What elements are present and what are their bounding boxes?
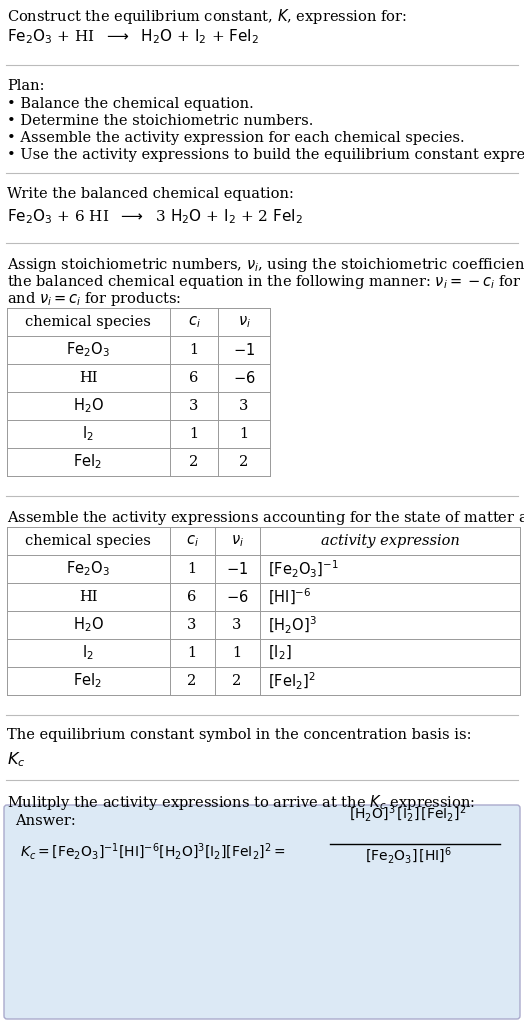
Text: • Assemble the activity expression for each chemical species.: • Assemble the activity expression for e… xyxy=(7,131,465,145)
Text: $[\mathrm{Fe_2O_3}]\,[\mathrm{HI}]^6$: $[\mathrm{Fe_2O_3}]\,[\mathrm{HI}]^6$ xyxy=(365,846,452,867)
Text: $[\mathrm{Fe_2O_3}]^{-1}$: $[\mathrm{Fe_2O_3}]^{-1}$ xyxy=(268,558,339,580)
Text: 2: 2 xyxy=(189,455,199,469)
Text: 2: 2 xyxy=(239,455,248,469)
Text: $K_c$: $K_c$ xyxy=(7,750,26,769)
Text: 1: 1 xyxy=(188,562,196,576)
Text: Plan:: Plan: xyxy=(7,79,45,93)
Text: 1: 1 xyxy=(190,343,199,357)
Text: $\mathrm{Fe_2O_3}$ + 6 HI  $\longrightarrow$  3 $\mathrm{H_2O}$ + $\mathrm{I_2}$: $\mathrm{Fe_2O_3}$ + 6 HI $\longrightarr… xyxy=(7,207,303,226)
Text: • Balance the chemical equation.: • Balance the chemical equation. xyxy=(7,97,254,111)
Text: 3: 3 xyxy=(232,618,242,632)
Text: and $\nu_i = c_i$ for products:: and $\nu_i = c_i$ for products: xyxy=(7,290,181,308)
Text: $c_i$: $c_i$ xyxy=(188,314,200,330)
Text: 3: 3 xyxy=(239,399,249,414)
Text: chemical species: chemical species xyxy=(25,315,151,329)
Text: 6: 6 xyxy=(187,590,196,604)
Text: 2: 2 xyxy=(188,674,196,688)
Text: $K_c = [\mathrm{Fe_2O_3}]^{-1} [\mathrm{HI}]^{-6} [\mathrm{H_2O}]^3 [\mathrm{I_2: $K_c = [\mathrm{Fe_2O_3}]^{-1} [\mathrm{… xyxy=(20,842,286,863)
Text: The equilibrium constant symbol in the concentration basis is:: The equilibrium constant symbol in the c… xyxy=(7,728,472,742)
Text: $[\mathrm{HI}]^{-6}$: $[\mathrm{HI}]^{-6}$ xyxy=(268,587,311,607)
Text: $-1$: $-1$ xyxy=(226,561,248,577)
Text: 1: 1 xyxy=(233,646,242,660)
Text: $\mathrm{Fe_2O_3}$: $\mathrm{Fe_2O_3}$ xyxy=(66,560,110,578)
FancyBboxPatch shape xyxy=(4,805,520,1019)
Text: $c_i$: $c_i$ xyxy=(185,533,199,549)
Text: $\mathrm{H_2O}$: $\mathrm{H_2O}$ xyxy=(72,396,103,416)
Text: $\mathrm{FeI_2}$: $\mathrm{FeI_2}$ xyxy=(73,452,103,472)
Text: Assemble the activity expressions accounting for the state of matter and $\nu_i$: Assemble the activity expressions accoun… xyxy=(7,509,524,527)
Text: HI: HI xyxy=(79,371,97,385)
Text: Answer:: Answer: xyxy=(15,814,76,828)
Text: the balanced chemical equation in the following manner: $\nu_i = -c_i$ for react: the balanced chemical equation in the fo… xyxy=(7,273,524,291)
Text: 1: 1 xyxy=(190,427,199,441)
Text: Assign stoichiometric numbers, $\nu_i$, using the stoichiometric coefficients, $: Assign stoichiometric numbers, $\nu_i$, … xyxy=(7,256,524,274)
Text: chemical species: chemical species xyxy=(25,534,151,548)
Text: $-1$: $-1$ xyxy=(233,342,255,358)
Text: 1: 1 xyxy=(188,646,196,660)
Text: Construct the equilibrium constant, $K$, expression for:: Construct the equilibrium constant, $K$,… xyxy=(7,7,407,26)
Text: $\mathrm{FeI_2}$: $\mathrm{FeI_2}$ xyxy=(73,672,103,690)
Text: $\nu_i$: $\nu_i$ xyxy=(237,314,250,330)
Text: Mulitply the activity expressions to arrive at the $K_c$ expression:: Mulitply the activity expressions to arr… xyxy=(7,793,475,812)
Text: $[\mathrm{H_2O}]^3\,[\mathrm{I_2}]\,[\mathrm{FeI_2}]^2$: $[\mathrm{H_2O}]^3\,[\mathrm{I_2}]\,[\ma… xyxy=(350,804,467,824)
Text: 1: 1 xyxy=(239,427,248,441)
Text: $-6$: $-6$ xyxy=(226,589,248,605)
Text: $\mathrm{H_2O}$: $\mathrm{H_2O}$ xyxy=(72,616,103,634)
Text: $[\mathrm{I_2}]$: $[\mathrm{I_2}]$ xyxy=(268,644,292,663)
Text: $[\mathrm{FeI_2}]^2$: $[\mathrm{FeI_2}]^2$ xyxy=(268,671,316,691)
Text: 6: 6 xyxy=(189,371,199,385)
Text: $\mathrm{I_2}$: $\mathrm{I_2}$ xyxy=(82,425,94,443)
Text: 3: 3 xyxy=(187,618,196,632)
Text: • Use the activity expressions to build the equilibrium constant expression.: • Use the activity expressions to build … xyxy=(7,148,524,162)
Text: $-6$: $-6$ xyxy=(233,370,255,386)
Text: Write the balanced chemical equation:: Write the balanced chemical equation: xyxy=(7,187,294,201)
Text: $[\mathrm{H_2O}]^3$: $[\mathrm{H_2O}]^3$ xyxy=(268,615,317,635)
Text: $\mathrm{I_2}$: $\mathrm{I_2}$ xyxy=(82,643,94,663)
Text: $\mathrm{Fe_2O_3}$ + HI  $\longrightarrow$  $\mathrm{H_2O}$ + $\mathrm{I_2}$ + $: $\mathrm{Fe_2O_3}$ + HI $\longrightarrow… xyxy=(7,27,259,46)
Text: activity expression: activity expression xyxy=(321,534,460,548)
Text: 2: 2 xyxy=(232,674,242,688)
Text: $\mathrm{Fe_2O_3}$: $\mathrm{Fe_2O_3}$ xyxy=(66,341,110,359)
Text: • Determine the stoichiometric numbers.: • Determine the stoichiometric numbers. xyxy=(7,114,313,128)
Text: $\nu_i$: $\nu_i$ xyxy=(231,533,244,549)
Text: 3: 3 xyxy=(189,399,199,414)
Text: HI: HI xyxy=(79,590,97,604)
